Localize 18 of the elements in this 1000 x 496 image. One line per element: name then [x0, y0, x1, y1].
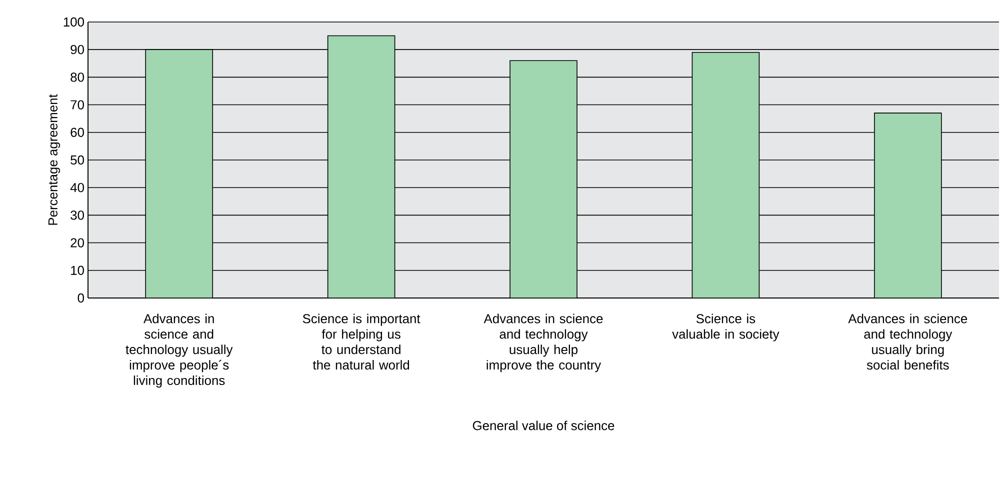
- y-tick-label: 0: [78, 293, 84, 303]
- y-tick-label: 50: [70, 155, 84, 165]
- x-tick-label: Advances in science and technology usually bring social benefits: [848, 314, 968, 370]
- x-tick-label: Science is valuable in society: [672, 314, 780, 342]
- y-axis-title: Percentage agreement: [48, 94, 60, 225]
- x-axis-title: General value of science: [472, 420, 614, 430]
- x-tick-label: Advances in science and technology usually help improve the country: [484, 314, 603, 372]
- y-tick-label: 40: [70, 182, 84, 192]
- y-tick-label: 100: [64, 17, 84, 27]
- y-tick-label: 60: [70, 128, 84, 137]
- y-tick-label: 90: [70, 45, 84, 54]
- y-tick-label: 30: [70, 210, 84, 220]
- y-tick-label: 20: [70, 238, 84, 248]
- y-tick-label: 70: [70, 100, 84, 110]
- x-tick-label: Advances in science and technology usually improve people´s living conditions: [126, 314, 233, 388]
- y-tick-label: 80: [70, 72, 84, 82]
- y-tick-label: 10: [71, 266, 84, 275]
- x-tick-label: Science is important for helping us to understand the natural world: [302, 314, 420, 370]
